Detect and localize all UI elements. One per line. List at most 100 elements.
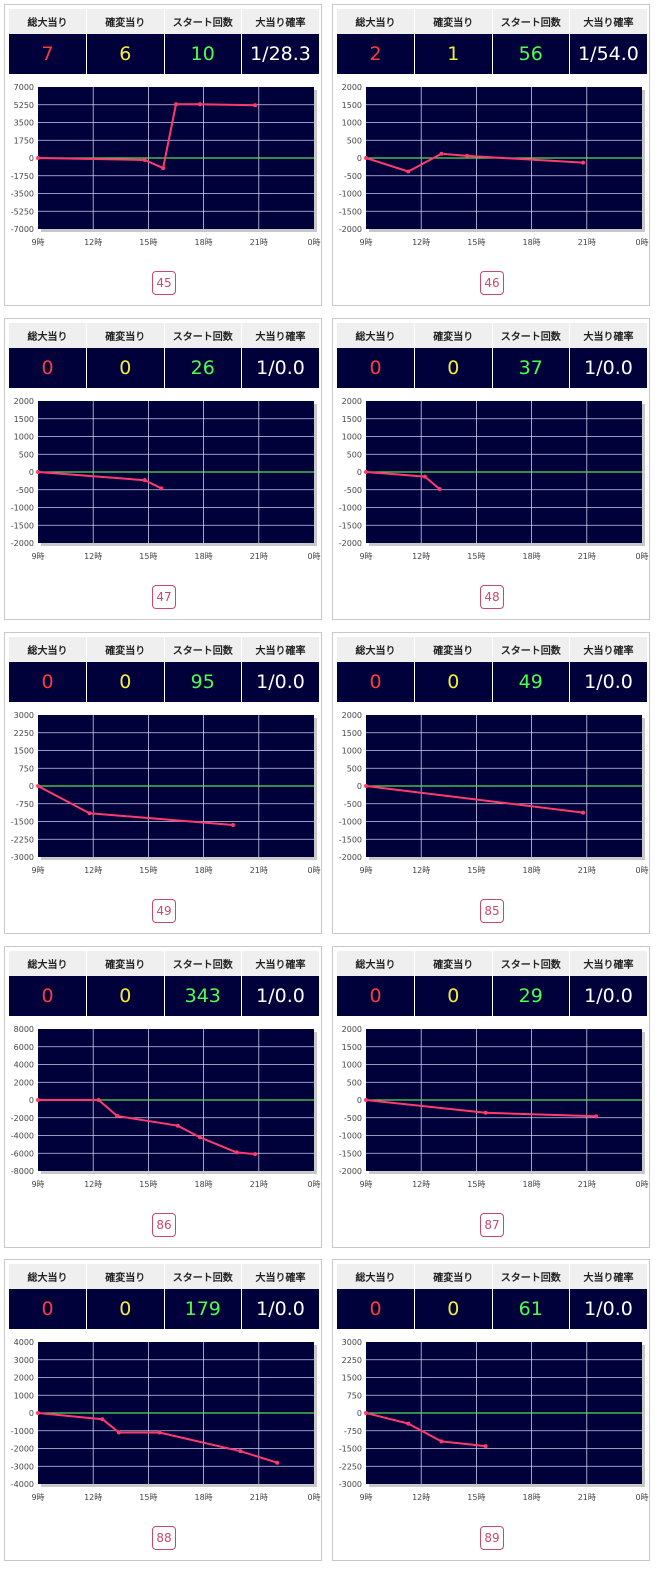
y-tick-label: 3500 [14,119,34,128]
machine-number-badge[interactable]: 87 [480,1213,504,1237]
hit-probability-value: 1/0.0 [569,348,647,388]
kakuhen-hits-value: 0 [414,976,493,1016]
machine-number-badge[interactable]: 48 [480,585,504,609]
header-kakuhen-hits: 確変当り [86,1264,165,1289]
y-tick-label: -2000 [11,539,34,548]
start-count-value: 61 [492,1289,570,1329]
data-point [234,1150,239,1155]
machine-number-badge[interactable]: 86 [152,1213,176,1237]
stats-header-row: 総大当り 確変当り スタート回数 大当り確率 [9,637,319,662]
machine-number-badge[interactable]: 47 [152,585,176,609]
x-tick-label: 9時 [359,866,372,875]
header-total-hits: 総大当り [337,1264,415,1289]
y-tick-label: -500 [344,486,362,495]
x-tick-label: 12時 [84,238,102,247]
y-tick-label: 8000 [14,1025,34,1034]
x-tick-label: 18時 [523,1493,541,1502]
balance-series-line [365,785,584,814]
balance-chart: 3000 2250 1500 750 0 -750 -1500 -2250 -3000 9時 12時… [11,711,321,875]
stats-value-row: 0 0 61 1/0.0 [337,1289,647,1329]
x-tick-label: 9時 [359,552,372,561]
data-point [197,1135,202,1140]
y-tick-label: 2250 [14,729,34,738]
data-point [159,486,164,491]
y-tick-label: -1000 [11,504,34,513]
hit-probability-value: 1/54.0 [569,34,647,74]
x-tick-label: 12時 [84,1180,102,1189]
machine-number-badge[interactable]: 45 [152,271,176,295]
data-point [406,169,411,174]
kakuhen-hits-value: 0 [414,1289,493,1329]
data-point [581,160,586,165]
stats-table: 総大当り 確変当り スタート回数 大当り確率 0 0 29 1/0.0 [337,951,647,1016]
x-tick-label: 18時 [523,1180,541,1189]
hit-probability-value: 1/0.0 [241,662,319,702]
y-tick-label: 2000 [342,397,362,406]
header-hit-probability: 大当り確率 [241,1264,319,1289]
x-tick-label: 18時 [195,866,213,875]
x-tick-label: 12時 [84,552,102,561]
header-total-hits: 総大当り [9,9,87,34]
start-count-value: 37 [492,348,570,388]
total-hits-value: 0 [337,976,415,1016]
header-kakuhen-hits: 確変当り [414,1264,493,1289]
header-kakuhen-hits: 確変当り [86,9,165,34]
y-tick-label: 0 [357,782,362,791]
data-point [96,1098,101,1102]
hit-probability-value: 1/0.0 [241,1289,319,1329]
y-tick-label: 4000 [14,1061,34,1070]
stats-header-row: 総大当り 確変当り スタート回数 大当り確率 [9,323,319,348]
stats-header-row: 総大当り 確変当り スタート回数 大当り確率 [337,323,647,348]
y-tick-label: -500 [344,1114,362,1123]
y-tick-label: 1500 [342,101,362,110]
x-tick-label: 0時 [635,1493,648,1502]
data-point [364,1098,368,1102]
y-tick-label: -4000 [11,1480,34,1489]
x-tick-label: 18時 [195,552,213,561]
machine-number-badge[interactable]: 85 [480,899,504,923]
start-count-value: 10 [164,34,242,74]
data-point [142,478,147,483]
data-point [483,1444,488,1449]
data-point [174,102,178,107]
y-tick-label: 5250 [14,101,34,110]
machine-card: 総大当り 確変当り スタート回数 大当り確率 0 0 29 1/0.0 2000… [332,946,650,1248]
x-tick-label: 9時 [31,1180,44,1189]
y-tick-label: 500 [347,764,362,773]
header-start-count: スタート回数 [164,951,242,976]
y-tick-label: 2000 [14,1078,34,1087]
machine-number-badge[interactable]: 88 [152,1526,176,1550]
data-point [364,784,368,788]
y-tick-label: 2000 [342,83,362,92]
x-tick-label: 0時 [635,1180,648,1189]
y-tick-label: -2000 [11,1114,34,1123]
header-start-count: スタート回数 [492,951,570,976]
x-tick-label: 15時 [139,552,157,561]
x-tick-label: 15時 [139,238,157,247]
y-tick-label: 2000 [14,1374,34,1383]
stats-value-row: 0 0 343 1/0.0 [9,976,319,1016]
x-tick-label: 9時 [31,866,44,875]
x-tick-label: 9時 [359,238,372,247]
hit-probability-value: 1/0.0 [241,976,319,1016]
x-tick-label: 15時 [467,1493,485,1502]
y-tick-label: -3000 [11,1462,34,1471]
x-tick-label: 12時 [84,1493,102,1502]
y-tick-label: 6000 [14,1043,34,1052]
machine-number-badge[interactable]: 89 [480,1526,504,1550]
stats-header-row: 総大当り 確変当り スタート回数 大当り確率 [337,1264,647,1289]
x-tick-label: 12時 [412,1493,430,1502]
y-tick-label: 2000 [14,397,34,406]
y-tick-label: -500 [16,486,34,495]
machine-number-badge[interactable]: 46 [480,271,504,295]
stats-table: 総大当り 確変当り スタート回数 大当り確率 7 6 10 1/28.3 [9,9,319,74]
machine-number-badge[interactable]: 49 [152,899,176,923]
x-tick-label: 21時 [578,866,596,875]
data-point [364,470,368,474]
machine-card: 総大当り 確変当り スタート回数 大当り確率 2 1 56 1/54.0 200… [332,4,650,306]
x-tick-label: 12時 [412,866,430,875]
stats-table: 総大当り 確変当り スタート回数 大当り確率 0 0 26 1/0.0 [9,323,319,388]
x-tick-label: 0時 [307,1493,320,1502]
y-tick-label: 0 [357,468,362,477]
x-tick-label: 0時 [307,238,320,247]
